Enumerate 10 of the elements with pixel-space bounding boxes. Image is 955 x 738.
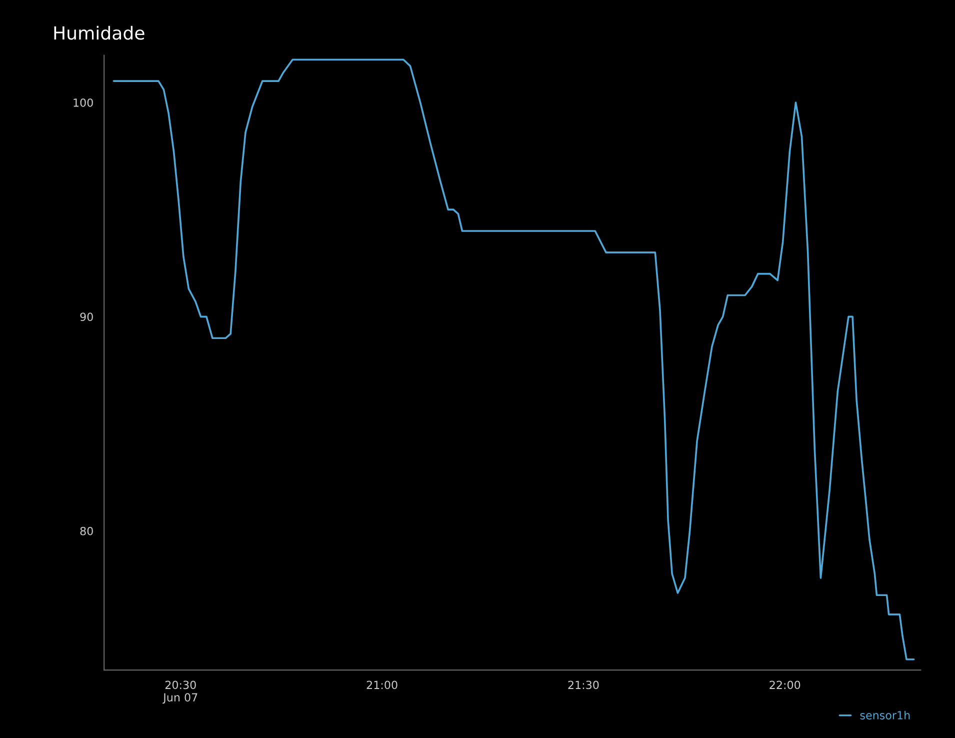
x-tick-label: 21:00 [366,680,398,690]
x-tick-label: 22:00 [770,680,800,690]
x-tick-label: 21:30 [568,680,599,690]
legend-label: sensor1h [860,710,910,720]
y-tick-label: 100 [74,98,93,107]
y-tick-label: 80 [80,526,93,536]
line-series [112,58,915,660]
chart-title: Humidade [54,26,144,40]
x-tick-label: 20:30 Jun 07 [162,680,198,704]
y-tick-label: 90 [80,312,93,322]
